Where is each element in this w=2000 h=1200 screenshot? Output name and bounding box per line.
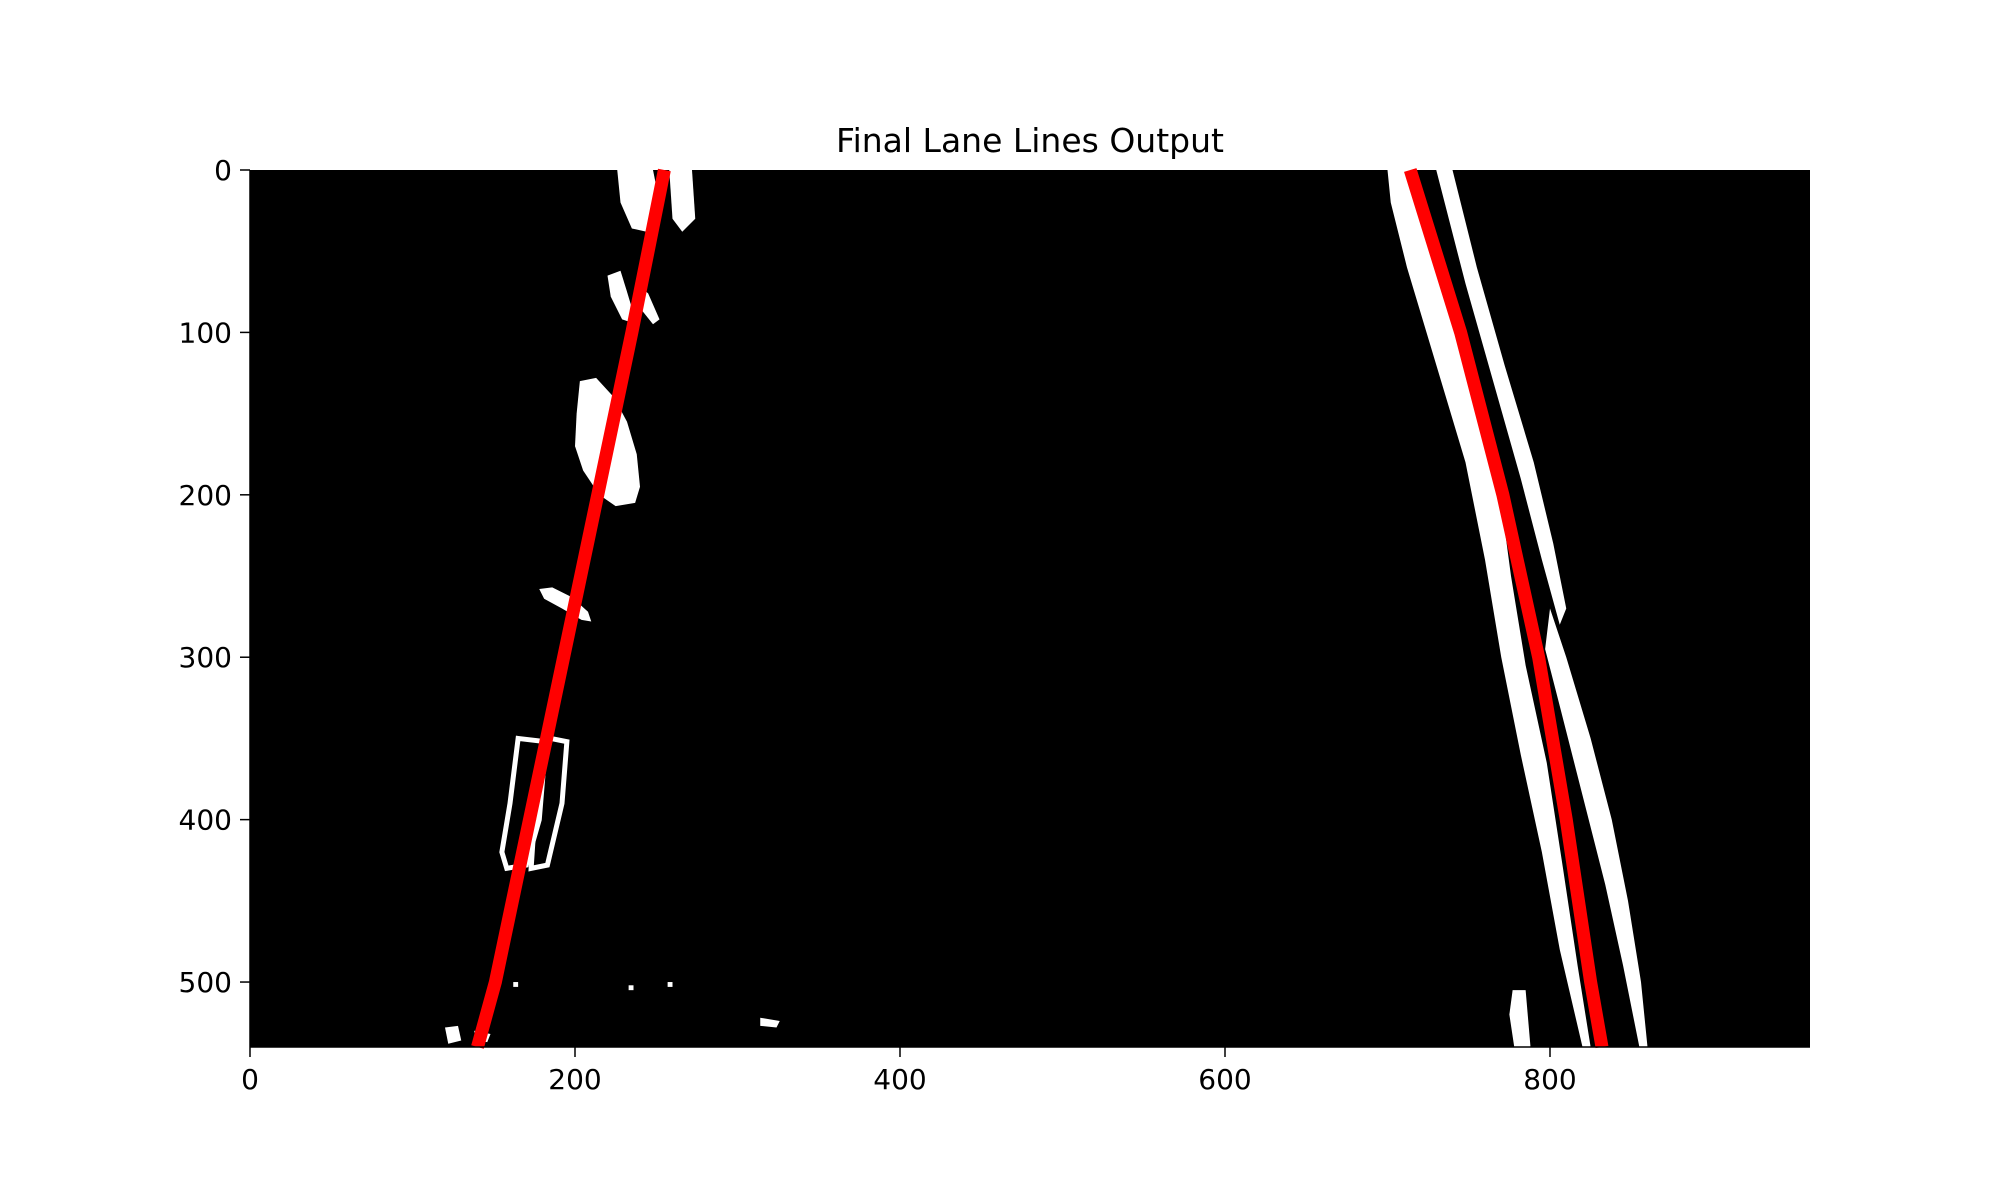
lane-pixel-blob bbox=[760, 1017, 780, 1028]
lane-pixel-blob bbox=[445, 1025, 462, 1044]
y-tick-label: 300 bbox=[179, 641, 232, 674]
x-tick-label: 0 bbox=[241, 1063, 259, 1096]
y-axis: 0 100 200 300 400 500 bbox=[179, 154, 251, 1047]
x-tick-label: 200 bbox=[548, 1063, 601, 1096]
lane-pixel-blob bbox=[667, 982, 673, 987]
y-tick-label: 200 bbox=[179, 479, 232, 512]
lane-pixel-blob bbox=[669, 170, 696, 232]
lane-pixel-blob bbox=[628, 985, 634, 991]
lane-pixel-blob bbox=[513, 982, 519, 987]
chart-title: Final Lane Lines Output bbox=[836, 121, 1224, 160]
fitted-lane-line bbox=[1404, 168, 1609, 1049]
x-axis: 0 200 400 600 800 bbox=[241, 1046, 1810, 1096]
y-tick-label: 500 bbox=[179, 966, 232, 999]
x-tick-label: 800 bbox=[1523, 1063, 1576, 1096]
lane-pixel-blob bbox=[1509, 990, 1531, 1047]
y-tick-label: 0 bbox=[214, 154, 232, 187]
fitted-lines bbox=[471, 168, 1609, 1049]
lane-pixel-blob bbox=[607, 270, 637, 325]
y-tick-label: 100 bbox=[179, 316, 232, 349]
x-tick-label: 600 bbox=[1198, 1063, 1251, 1096]
plot-area bbox=[250, 168, 1810, 1049]
lane-pixel-blob bbox=[1545, 608, 1648, 1047]
lane-pixel-blob bbox=[1387, 170, 1591, 1047]
lane-pixel-blob bbox=[1436, 170, 1567, 625]
x-tick-label: 400 bbox=[873, 1063, 926, 1096]
y-tick-label: 400 bbox=[179, 804, 232, 837]
fitted-lane-line bbox=[471, 168, 671, 1049]
